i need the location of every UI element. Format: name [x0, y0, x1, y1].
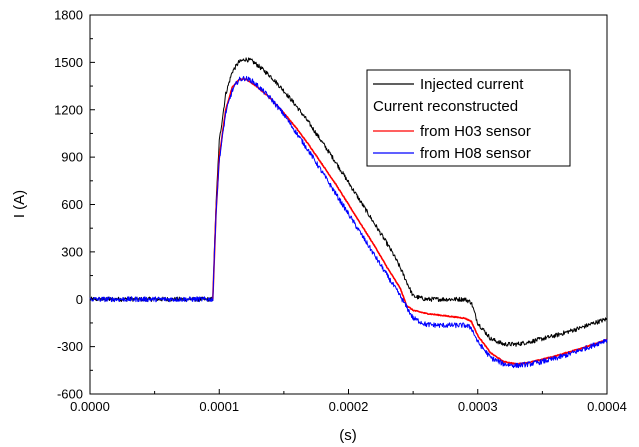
- x-tick-label: 0.0003: [458, 399, 498, 414]
- legend-header: Current reconstructed: [373, 98, 518, 115]
- y-tick-label: -600: [57, 387, 83, 402]
- x-tick-label: 0.0001: [199, 399, 239, 414]
- axis-ticks: [89, 14, 608, 395]
- y-tick-label: 300: [61, 244, 83, 259]
- y-tick-labels: -600 -300 0 300 600 900 1200 1500 1800: [54, 8, 83, 402]
- y-tick-label: 0: [76, 292, 83, 307]
- legend-box: [366, 69, 571, 167]
- y-axis-title: I (A): [11, 190, 28, 218]
- legend-label-injected: Injected current: [420, 76, 524, 93]
- y-tick-label: 1200: [54, 102, 83, 117]
- legend-label-h08: from H08 sensor: [420, 145, 531, 162]
- x-tick-label: 0.0002: [329, 399, 369, 414]
- legend-label-h03: from H03 sensor: [420, 123, 531, 140]
- series-lines: [89, 57, 608, 369]
- y-tick-label: 1800: [54, 8, 83, 23]
- series-line-h08: [89, 75, 608, 369]
- x-tick-label: 0.0000: [70, 399, 110, 414]
- x-tick-labels: 0.0000 0.0001 0.0002 0.0003 0.0004: [70, 399, 627, 414]
- y-tick-label: 600: [61, 197, 83, 212]
- y-tick-label: 900: [61, 150, 83, 165]
- legend: Injected current Current reconstructed f…: [366, 69, 571, 167]
- y-tick-label: -300: [57, 339, 83, 354]
- y-tick-label: 1500: [54, 55, 83, 70]
- x-axis-title: (s): [339, 427, 357, 444]
- x-tick-label: 0.0004: [587, 399, 627, 414]
